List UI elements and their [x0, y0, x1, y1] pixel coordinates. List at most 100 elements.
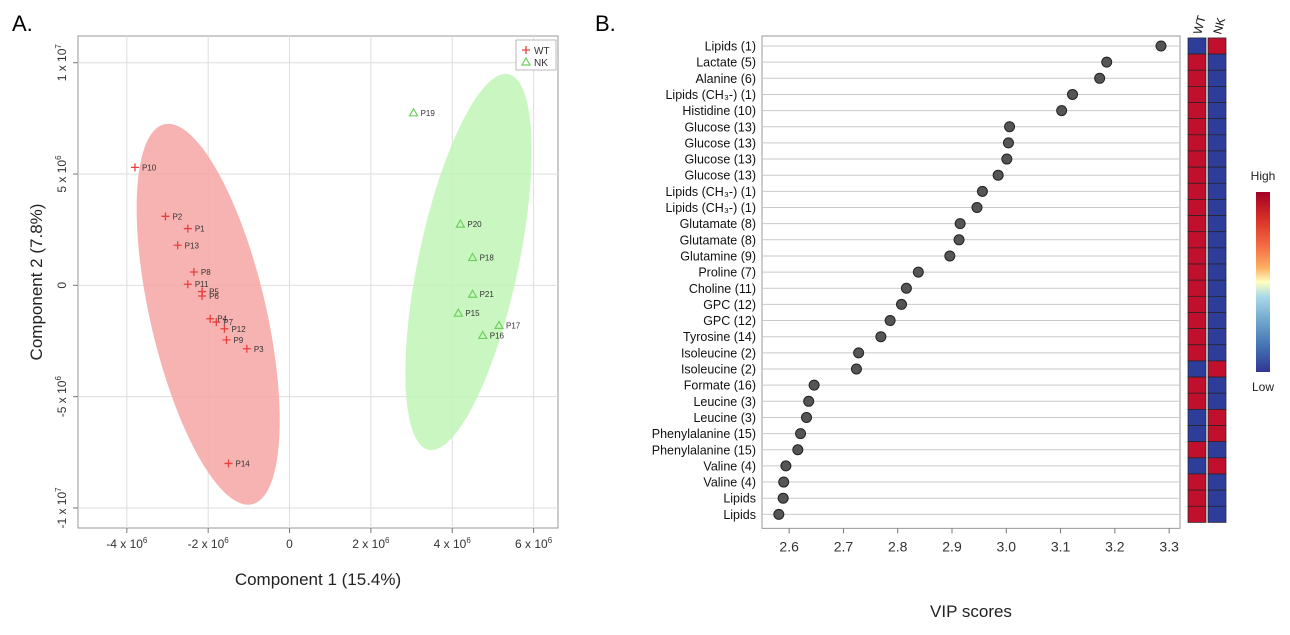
data-point-p2 [161, 212, 170, 221]
metabolite-label: Valine (4) [703, 459, 756, 473]
metabolite-label: Glucose (13) [684, 136, 756, 150]
heatmap-cell-wt [1187, 182, 1207, 200]
vip-point [1067, 88, 1079, 100]
metabolite-label: Tyrosine (14) [683, 330, 756, 344]
metabolite-label: Lactate (5) [696, 56, 756, 70]
heatmap-cell-nk [1207, 182, 1227, 200]
metabolite-label: Phenylalanine (15) [652, 427, 756, 441]
y-tick-label: -5 x 106 [54, 376, 69, 418]
data-point-p13 [173, 241, 182, 250]
heatmap-cell-wt [1187, 69, 1207, 87]
heatmap-cell-wt [1187, 37, 1207, 55]
x-tick-label: 0 [286, 537, 293, 551]
vip-point [900, 282, 912, 294]
vip-x-tick-label: 2.7 [834, 538, 854, 554]
metabolite-label: Phenylalanine (15) [652, 443, 756, 457]
vip-point [792, 444, 804, 456]
legend-label-wt: WT [534, 46, 550, 57]
heatmap-cell-wt [1187, 376, 1207, 394]
metabolite-label: Alanine (6) [696, 72, 756, 86]
heatmap-cell-nk [1207, 409, 1227, 426]
panel-a-label: A. [12, 11, 33, 36]
heatmap-cell-wt [1187, 392, 1207, 410]
heatmap-cell-nk [1207, 263, 1227, 281]
color-scale-high-label: High [1251, 169, 1276, 183]
heatmap-cell-wt [1187, 295, 1207, 313]
data-point-p16 [477, 330, 488, 340]
heatmap-cell-nk [1207, 473, 1227, 491]
vip-point [1056, 105, 1068, 117]
heatmap-cell-wt [1187, 166, 1207, 184]
data-point-p12 [220, 324, 229, 333]
vip-x-tick-label: 2.9 [942, 538, 962, 554]
vip-point [896, 298, 908, 310]
x-tick-label: 2 x 106 [352, 536, 390, 551]
vip-point [1004, 121, 1016, 133]
data-point-p15 [453, 307, 464, 317]
data-point-p8 [189, 267, 198, 276]
metabolite-label: Isoleucine (2) [681, 363, 756, 377]
heatmap-cell-nk [1207, 215, 1227, 233]
heatmap-cell-wt [1187, 344, 1207, 362]
x-tick-label: 4 x 106 [434, 536, 472, 551]
heatmap-cell-nk [1207, 376, 1227, 394]
x-axis-title: Component 1 (15.4%) [235, 570, 401, 589]
point-label: P20 [467, 220, 482, 229]
heatmap-cell-nk [1207, 457, 1227, 475]
data-point-p18 [467, 252, 478, 262]
metabolite-label: Valine (4) [703, 476, 756, 490]
y-tick-label: 1 x 107 [54, 44, 69, 82]
vip-point [953, 234, 965, 246]
vip-point [944, 250, 956, 262]
heatmap-cell-nk [1207, 86, 1227, 103]
heatmap-cell-nk [1207, 328, 1227, 346]
heatmap-cell-wt [1187, 360, 1207, 378]
heatmap-cell-nk [1207, 231, 1227, 249]
data-point-p19 [408, 107, 419, 117]
point-label: P15 [465, 309, 480, 318]
confidence-ellipse-wt [136, 123, 280, 505]
vip-point [777, 492, 789, 504]
heatmap-cell-wt [1187, 489, 1207, 507]
heatmap-cell-nk [1207, 295, 1227, 313]
heatmap-cell-nk [1207, 247, 1227, 265]
vip-x-axis-title: VIP scores [930, 602, 1012, 621]
pca-score-plot: -4 x 106 -2 x 106 0 2 x 106 4 x 106 6 x 106 -1… [27, 35, 559, 589]
vip-point [1002, 137, 1014, 149]
point-label: P6 [209, 292, 219, 301]
data-point-p20 [455, 218, 466, 228]
metabolite-label: GPC (12) [703, 298, 756, 312]
heatmap-cell-nk [1207, 166, 1227, 184]
point-label: P3 [254, 345, 264, 354]
heatmap-cell-wt [1187, 215, 1207, 233]
heatmap-cell-wt [1187, 231, 1207, 249]
vip-x-tick-label: 2.6 [779, 538, 799, 554]
vip-point [1001, 153, 1013, 165]
legend-marker-wt [522, 46, 530, 54]
heatmap-cell-wt [1187, 247, 1207, 265]
y-tick-label: 5 x 106 [54, 155, 69, 193]
data-point-p11 [183, 280, 192, 289]
vip-point [954, 218, 966, 230]
vip-point [803, 395, 815, 407]
heatmap-cell-nk [1207, 134, 1227, 152]
heatmap-cell-nk [1207, 392, 1227, 410]
vip-x-tick-label: 2.8 [888, 538, 908, 554]
legend-marker-nk [520, 56, 532, 66]
metabolite-label: Lipids (1) [705, 40, 756, 54]
vip-point [780, 460, 792, 472]
heatmap-cell-wt [1187, 409, 1207, 426]
heatmap-cell-wt [1187, 473, 1207, 491]
vip-point [976, 185, 988, 197]
data-point-p17 [493, 320, 505, 330]
heatmap-cell-nk [1207, 102, 1227, 120]
vip-point [801, 411, 813, 423]
heatmap-cell-wt [1187, 441, 1207, 459]
metabolite-label: Glucose (13) [684, 169, 756, 183]
panel-b-label: B. [595, 11, 616, 36]
heatmap-cell-nk [1207, 37, 1227, 55]
vip-point [853, 347, 865, 359]
vip-x-tick-label: 3.0 [997, 538, 1017, 554]
data-point-p1 [183, 224, 192, 233]
metabolite-label: Glutamate (8) [680, 217, 756, 231]
